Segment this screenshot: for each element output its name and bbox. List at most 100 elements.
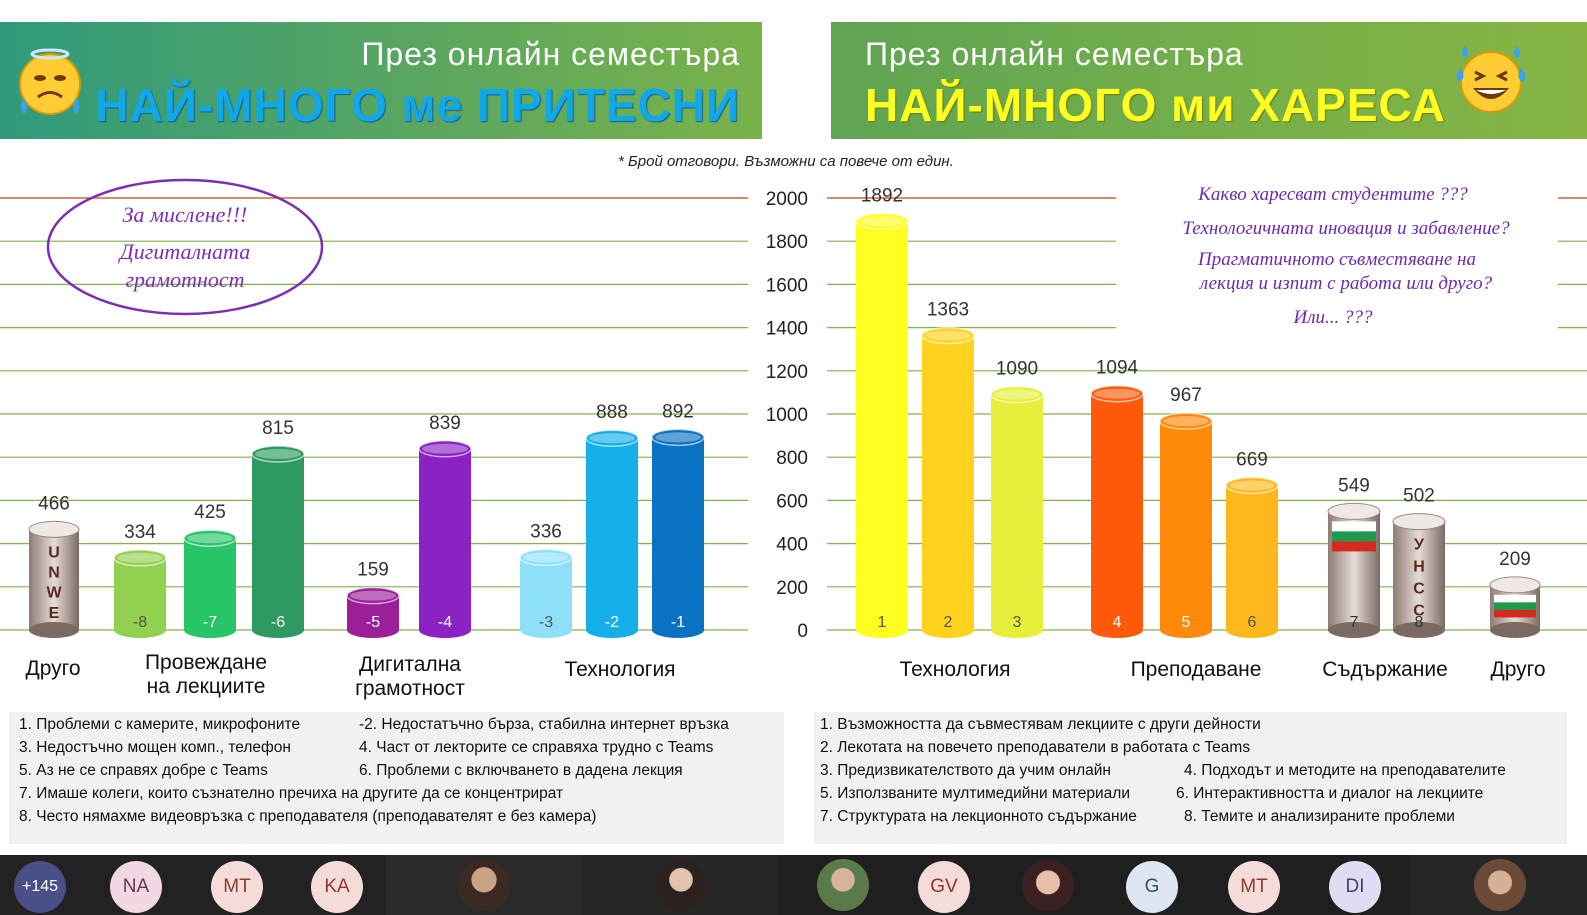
bar [418,440,472,638]
bar-bottom [1226,622,1278,638]
data-label: 892 [662,401,694,422]
participant-photo[interactable] [458,859,510,911]
bar-top-highlight [422,443,468,454]
avatar[interactable]: NA [110,861,162,913]
group-label: Технология [564,658,675,681]
bar-body [520,557,572,630]
y-tick-label: 0 [797,621,808,642]
bar-bottom [1328,622,1380,638]
legend-right-item: 4. Подходът и методите на преподавателит… [1184,762,1506,779]
right-banner: През онлайн семестъра НАЙ-МНОГО ми ХАРЕС… [831,22,1587,139]
legend-left-item: 3. Недостъчно мощен комп., телефон [19,739,291,756]
legend-right-item: 5. Използваните мултимедийни материали [820,785,1130,802]
bar-top [113,549,167,567]
bar-body [184,538,236,630]
ellipse-line-3: грамотност [125,267,244,292]
avatar[interactable]: MT [211,861,263,913]
bar-top [183,529,237,547]
bar [346,586,400,638]
highlight-ellipse [46,178,324,316]
question-4: лекция и изпит с работа или друго? [1199,273,1493,294]
legend-right-item: 6. Интерактивността и диалог на лекциите [1176,785,1484,802]
bar-bottom [252,622,304,638]
avatar[interactable]: GV [918,861,970,913]
bar-bottom [1160,622,1212,638]
bar-bottom [419,622,471,638]
y-tick-label: 1600 [766,275,808,296]
bar-body [114,557,166,630]
bar-image-letter: С [1413,603,1425,620]
bar-top-highlight [925,330,971,341]
legend-right-item: 3. Предизвикателството да учим онлайн [820,762,1111,779]
bar-body [991,394,1043,630]
bar-index-label: 2 [944,614,953,631]
avatar[interactable]: DI [1329,861,1381,913]
legend-left-item: 8. Често нямахме видеовръзка с преподава… [19,808,597,825]
bar-top-highlight [859,216,905,227]
participant-photo[interactable] [655,859,707,911]
data-label: 967 [1170,385,1202,406]
bar-bottom [114,622,166,638]
bar-bottom [652,622,704,638]
legend-right-item: 7. Структурата на лекционното съдържание [820,808,1137,825]
legend-left-item: 7. Имаше колеги, които съзнателно пречих… [19,785,564,802]
group-label: Съдържание [1322,658,1448,681]
data-label: 549 [1338,475,1370,496]
question-1: Какво харесват студентите ??? [1197,184,1468,205]
participant-photo[interactable] [817,859,869,911]
group-label: Дигитална [359,653,461,676]
bar-top-highlight [1094,388,1140,399]
participant-photo[interactable] [1474,859,1526,911]
bar-index-label: -3 [539,614,553,631]
legend-right-item: 2. Лекотата на повечето преподаватели в … [820,739,1251,756]
bar-body [1160,421,1212,630]
bar-body [1091,393,1143,630]
y-tick-label: 600 [776,491,808,512]
crying-face-icon [12,42,92,127]
ellipse-line-2: Дигиталната [118,239,250,264]
avatar[interactable]: MT [1228,861,1280,913]
group-label: Технология [899,658,1010,681]
participant-photo[interactable] [1022,859,1074,911]
data-label: 839 [429,413,461,434]
legend-left: 1. Проблеми с камерите, микрофоните -2. … [9,712,784,844]
y-tick-label: 1400 [766,319,808,340]
data-label: 502 [1403,486,1435,507]
bar-index-label: 6 [1248,614,1257,631]
bar-top-highlight [350,590,396,601]
data-label: 1094 [1096,358,1139,379]
bar [855,212,909,638]
bar-index-label: -7 [203,614,217,631]
bar [585,429,639,638]
bar-body [922,335,974,630]
bar-top [1225,476,1279,495]
bar-top [855,212,909,231]
bar-top [990,385,1044,404]
bar [251,445,305,638]
bar-top-highlight [187,533,233,544]
bar-bottom [29,622,79,638]
avatar[interactable]: KA [311,861,363,913]
bar-image-letter: С [1413,581,1425,598]
bar [921,326,975,638]
data-label: 336 [530,521,562,542]
flag-stripe [1494,594,1536,603]
legend-right: 1. Възможността да съвместявам лекциите … [814,712,1567,844]
bar [1225,476,1279,638]
question-5: Или... ??? [1292,307,1373,328]
legend-right-item: 1. Възможността да съвместявам лекциите … [820,716,1261,733]
more-participants-button[interactable]: +145 [14,861,66,913]
bar-image-letter: E [49,605,60,622]
bar-body [652,437,704,630]
data-label: 1090 [996,359,1038,380]
bar-top-highlight [589,433,635,444]
bar [1090,384,1144,638]
bar-body [586,438,638,630]
bar-bottom [184,622,236,638]
bar-body [1393,521,1445,630]
bar [1327,502,1381,638]
avatar[interactable]: G [1126,861,1178,913]
